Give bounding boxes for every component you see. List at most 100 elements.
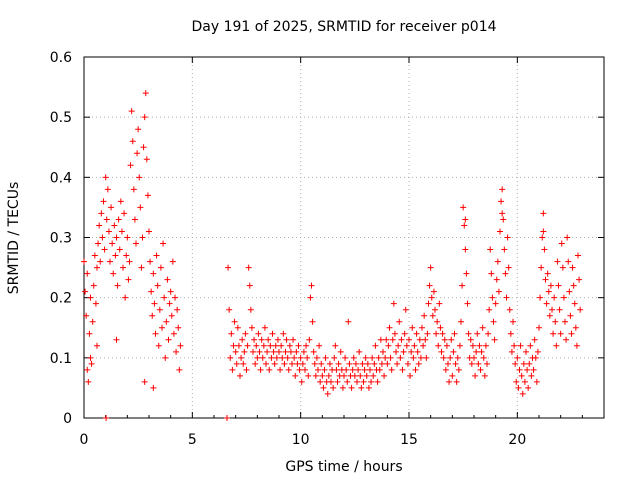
data-point (420, 342, 427, 349)
data-point (355, 366, 362, 373)
data-point (546, 312, 553, 319)
data-point (89, 318, 96, 325)
data-point (419, 324, 425, 331)
data-point (410, 354, 417, 361)
tick-labels: 0 5 10 15 20 0 0.1 0.2 0.3 0.4 0.5 0.6 (50, 50, 527, 448)
data-point (507, 330, 514, 337)
data-point (341, 372, 347, 379)
data-point (94, 264, 100, 271)
data-point (235, 342, 242, 349)
data-point (284, 354, 291, 361)
data-point (87, 354, 94, 361)
data-point (527, 342, 534, 349)
data-point (300, 348, 307, 355)
data-point (524, 366, 531, 373)
data-point (445, 360, 451, 367)
data-point (130, 186, 137, 193)
data-point (291, 354, 298, 361)
data-point (437, 324, 444, 331)
data-point (261, 324, 268, 331)
data-point (274, 336, 281, 343)
data-point (358, 384, 365, 391)
data-point (423, 354, 430, 361)
data-point (351, 372, 358, 379)
data-point (112, 252, 119, 259)
y-tick-label: 0.6 (50, 50, 72, 66)
data-point (313, 354, 320, 361)
data-point (370, 372, 377, 379)
data-point (312, 372, 319, 379)
data-point (520, 360, 527, 367)
data-point (164, 276, 171, 283)
data-point (458, 318, 464, 325)
data-point (318, 360, 325, 367)
data-point (569, 264, 576, 271)
data-point (515, 384, 522, 391)
data-point (372, 342, 379, 349)
data-point (493, 276, 500, 283)
data-point (113, 336, 120, 343)
data-point (335, 360, 342, 367)
data-point (146, 228, 152, 235)
data-point (369, 354, 376, 361)
data-point (573, 342, 580, 349)
data-point (256, 348, 263, 355)
data-point (247, 306, 254, 313)
data-point (165, 336, 172, 343)
data-point (311, 360, 318, 367)
data-point (84, 366, 91, 373)
data-point (487, 246, 494, 253)
data-point (554, 258, 561, 265)
data-point (251, 336, 258, 343)
data-point (430, 288, 437, 295)
data-point (438, 348, 445, 355)
data-point (364, 360, 371, 367)
data-point (120, 264, 126, 271)
data-point (432, 306, 438, 313)
data-point (155, 342, 162, 349)
data-point (162, 354, 169, 361)
data-point (414, 348, 421, 355)
data-point (226, 306, 233, 313)
data-point (459, 282, 466, 289)
data-point (502, 270, 509, 277)
data-point (449, 372, 456, 379)
data-point (403, 342, 410, 349)
data-point (408, 348, 415, 355)
data-point (356, 348, 363, 355)
data-point (250, 348, 256, 355)
data-point (465, 330, 472, 337)
data-point (246, 282, 253, 289)
data-point (381, 372, 388, 379)
data-point (501, 246, 508, 253)
data-point (468, 360, 475, 367)
data-point (530, 366, 537, 373)
y-tick-label: 0.4 (50, 170, 72, 186)
data-point (121, 210, 128, 217)
data-point (538, 264, 545, 271)
data-point (558, 240, 565, 247)
data-point (367, 366, 373, 373)
data-point (321, 366, 328, 373)
data-point (176, 366, 183, 373)
data-point (528, 372, 535, 379)
x-tick-label: 15 (400, 432, 418, 448)
data-point (325, 372, 332, 379)
data-point (349, 366, 356, 373)
data-point (315, 366, 321, 373)
data-point (398, 336, 405, 343)
data-point (486, 306, 493, 313)
data-point (100, 198, 107, 205)
data-point (521, 378, 528, 385)
data-point (103, 415, 110, 421)
data-point (175, 324, 182, 331)
data-point (433, 330, 440, 337)
data-point (500, 216, 507, 223)
data-point (229, 366, 236, 373)
data-point (85, 378, 92, 385)
data-point (118, 228, 125, 235)
y-tick-label: 0 (63, 411, 72, 427)
data-point (485, 330, 492, 337)
data-point (92, 300, 99, 307)
data-point (99, 234, 106, 241)
